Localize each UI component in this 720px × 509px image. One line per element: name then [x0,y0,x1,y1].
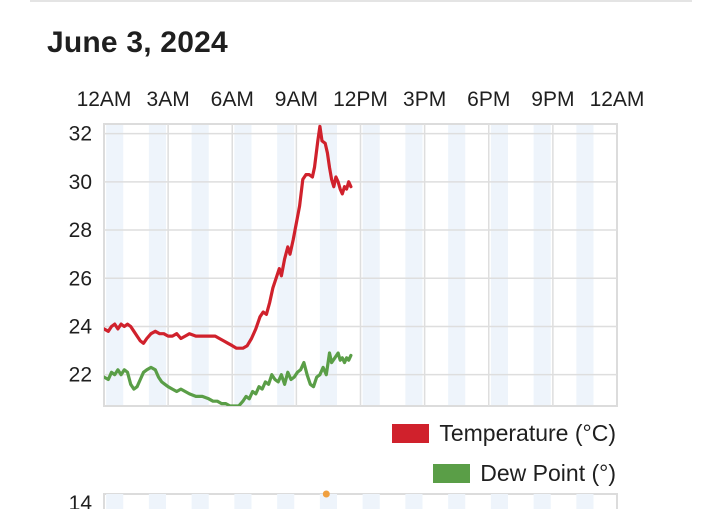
hour-band [405,124,423,406]
y-tick-label: 30 [69,171,92,194]
x-tick-label: 12PM [333,88,388,111]
hour-band [191,124,209,406]
hour-band [362,494,380,509]
hour-band [319,494,337,509]
x-tick-label: 6PM [467,88,510,111]
hour-band [533,494,551,509]
y-tick-label: 22 [69,364,92,387]
y-tick-label: 26 [69,267,92,290]
hour-band [362,124,380,406]
night-bands [106,124,594,406]
hour-band [191,494,209,509]
hour-band [234,124,252,406]
hour-band [533,124,551,406]
x-tick-label: 9PM [531,88,574,111]
hour-band [148,124,166,406]
hour-band [405,494,423,509]
legend-item-temperature[interactable]: Temperature (°C) [392,420,616,447]
second-chart-point[interactable] [322,490,330,498]
hour-band [576,124,594,406]
temperature-line[interactable] [104,124,353,350]
hour-band [319,124,337,406]
x-tick-label: 3PM [403,88,446,111]
chart-grid [103,123,618,407]
hour-band [448,494,466,509]
y-axis-ticks: 22 24 26 28 30 32 [69,123,93,387]
x-tick-label: 6AM [211,88,254,111]
hour-band [277,494,295,509]
hour-band [234,494,252,509]
hour-band [106,124,124,406]
top-divider [30,0,692,2]
second-chart: 14 [69,490,618,509]
chart-series [104,124,353,406]
hour-band [490,124,508,406]
x-tick-label: 12AM [590,88,645,111]
dew-point-line[interactable] [104,351,353,406]
x-tick-label: 9AM [275,88,318,111]
legend-item-dew-point[interactable]: Dew Point (°) [433,460,616,487]
second-y-tick-label: 14 [69,492,93,509]
x-axis-ticks: 12AM 3AM 6AM 9AM 12PM 3PM 6PM 9PM 12AM [77,88,645,111]
hour-band [106,494,124,509]
x-tick-label: 3AM [147,88,190,111]
hour-band [490,494,508,509]
legend-swatch-temperature [392,424,430,443]
date-title: June 3, 2024 [47,26,228,59]
hour-band [448,124,466,406]
y-tick-label: 24 [69,315,93,338]
legend-label-temperature: Temperature (°C) [439,420,616,446]
x-tick-label: 12AM [77,88,132,111]
y-tick-label: 28 [69,219,92,242]
y-tick-label: 32 [69,123,92,146]
hour-band [148,494,166,509]
hour-band [277,124,295,406]
second-plot-frame [103,493,618,509]
hour-band [576,494,594,509]
legend-label-dew-point: Dew Point (°) [480,460,616,486]
legend-swatch-dew-point [433,464,471,483]
